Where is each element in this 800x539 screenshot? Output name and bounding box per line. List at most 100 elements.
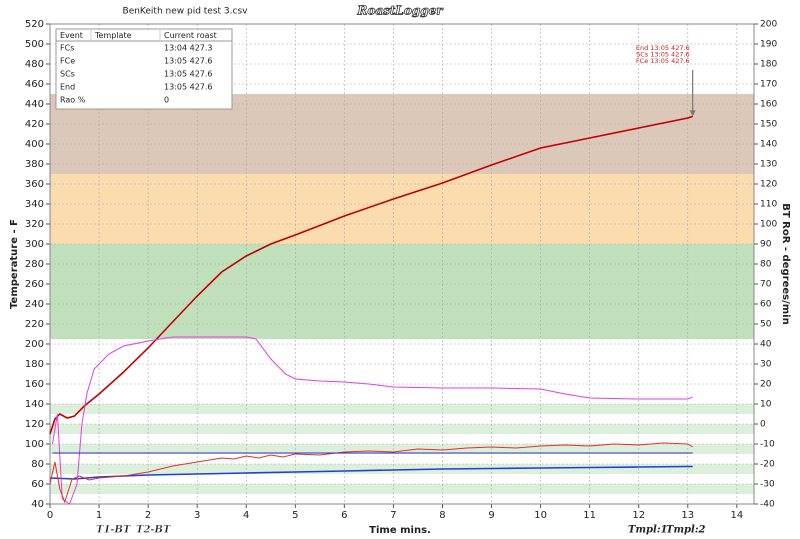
y2-tick-label: 30 bbox=[760, 360, 772, 370]
y-tick-label: 120 bbox=[25, 419, 44, 430]
table-header: Current roast bbox=[164, 31, 217, 40]
table-event: FCs bbox=[60, 44, 74, 53]
y-tick-label: 140 bbox=[25, 399, 44, 410]
x-axis-label: Time mins. bbox=[369, 525, 431, 536]
y2-tick-label: 110 bbox=[760, 200, 777, 210]
y-tick-label: 280 bbox=[25, 259, 44, 270]
y-tick-label: 200 bbox=[25, 339, 44, 350]
series-line bbox=[49, 115, 693, 435]
event-annotation: End 13:05 427.6 bbox=[636, 44, 690, 52]
x-tick-label: 5 bbox=[292, 510, 298, 521]
y2-tick-label: 70 bbox=[760, 280, 772, 290]
template-band bbox=[50, 174, 754, 244]
event-arrow-head bbox=[689, 110, 696, 117]
table-event: Rao % bbox=[60, 96, 86, 105]
y2-tick-label: 10 bbox=[760, 400, 772, 410]
table-current: 13:05 427.6 bbox=[164, 83, 213, 92]
y2-tick-label: 100 bbox=[760, 220, 777, 230]
y2-tick-label: 80 bbox=[760, 260, 772, 270]
template-band bbox=[50, 424, 754, 434]
y-tick-label: 440 bbox=[25, 99, 44, 110]
y2-tick-label: 0 bbox=[760, 420, 766, 430]
x-tick-label: 6 bbox=[341, 510, 347, 521]
y-tick-label: 220 bbox=[25, 319, 44, 330]
y-tick-label: 360 bbox=[25, 179, 44, 190]
x-tick-label: 0 bbox=[47, 510, 53, 521]
y2-tick-label: 120 bbox=[760, 180, 777, 190]
table-current: 0 bbox=[164, 96, 169, 105]
y-tick-label: 480 bbox=[25, 59, 44, 70]
y-tick-label: 400 bbox=[25, 139, 44, 150]
y2-tick-label: 50 bbox=[760, 320, 772, 330]
y2-tick-label: 200 bbox=[760, 20, 777, 30]
table-event: End bbox=[60, 83, 75, 92]
table-current: 13:05 427.6 bbox=[164, 57, 213, 66]
y2-tick-label: 130 bbox=[760, 160, 777, 170]
template-band bbox=[50, 484, 754, 494]
y-tick-label: 520 bbox=[25, 19, 44, 30]
event-table bbox=[55, 28, 233, 110]
y-tick-label: 240 bbox=[25, 299, 44, 310]
event-annotation: FCe 13:05 427.6 bbox=[636, 57, 690, 65]
template-band bbox=[50, 244, 754, 339]
table-header: Event bbox=[60, 31, 83, 40]
y2-tick-label: 160 bbox=[760, 100, 777, 110]
y-tick-label: 260 bbox=[25, 279, 44, 290]
y-tick-label: 340 bbox=[25, 199, 44, 210]
x-tick-label: 11 bbox=[583, 510, 596, 521]
table-box bbox=[55, 28, 233, 110]
x-tick-label: 2 bbox=[145, 510, 151, 521]
y2-axis-label: BT RoR - degrees/min bbox=[780, 203, 791, 324]
y-axis-label: Temperature - F bbox=[9, 219, 20, 309]
legend-entry: T2-BT bbox=[136, 525, 172, 536]
chart-title: BenKeith new pid test 3.csv bbox=[123, 7, 249, 17]
y2-tick-label: -10 bbox=[760, 440, 775, 450]
template-band bbox=[50, 464, 754, 474]
y-tick-label: 60 bbox=[31, 479, 44, 490]
y-tick-label: 300 bbox=[25, 239, 44, 250]
x-tick-label: 10 bbox=[534, 510, 547, 521]
y2-tick-label: 190 bbox=[760, 40, 777, 50]
template-legend: Tmpl:2 bbox=[666, 525, 706, 536]
table-header: Template bbox=[94, 31, 132, 40]
x-tick-label: 1 bbox=[96, 510, 102, 521]
y-tick-label: 160 bbox=[25, 379, 44, 390]
y2-tick-label: 40 bbox=[760, 340, 772, 350]
y2-tick-label: 140 bbox=[760, 140, 777, 150]
series-line bbox=[49, 442, 693, 504]
y2-tick-label: -30 bbox=[760, 480, 775, 490]
logo: RoastLogger bbox=[356, 4, 444, 18]
x-tick-label: 7 bbox=[390, 510, 396, 521]
y2-tick-label: -20 bbox=[760, 460, 775, 470]
y2-tick-label: 180 bbox=[760, 60, 777, 70]
x-tick-label: 3 bbox=[194, 510, 200, 521]
y-tick-label: 380 bbox=[25, 159, 44, 170]
y-tick-label: 180 bbox=[25, 359, 44, 370]
y-tick-label: 40 bbox=[31, 499, 44, 510]
legend-entry: T1-BT bbox=[96, 525, 132, 536]
y-tick-label: 80 bbox=[31, 459, 44, 470]
event-annotation: SCs 13:05 427.6 bbox=[636, 51, 690, 59]
y-tick-label: 320 bbox=[25, 219, 44, 230]
series-line bbox=[52, 336, 693, 505]
y-tick-label: 420 bbox=[25, 119, 44, 130]
y2-tick-label: 20 bbox=[760, 380, 772, 390]
template-band bbox=[50, 444, 754, 454]
y-tick-label: 500 bbox=[25, 39, 44, 50]
x-tick-label: 12 bbox=[632, 510, 645, 521]
x-tick-label: 14 bbox=[730, 510, 743, 521]
template-legend: Tmpl:1 bbox=[628, 525, 667, 536]
y2-tick-label: 150 bbox=[760, 120, 777, 130]
table-event: FCe bbox=[60, 57, 75, 66]
y2-tick-label: 60 bbox=[760, 300, 772, 310]
x-tick-label: 4 bbox=[243, 510, 249, 521]
plot-frame bbox=[49, 23, 755, 505]
x-tick-label: 13 bbox=[681, 510, 694, 521]
y-tick-label: 100 bbox=[25, 439, 44, 450]
table-event: SCs bbox=[60, 70, 75, 79]
y2-tick-label: 170 bbox=[760, 80, 777, 90]
y-tick-label: 460 bbox=[25, 79, 44, 90]
y2-tick-label: -40 bbox=[760, 500, 775, 510]
x-tick-label: 9 bbox=[488, 510, 494, 521]
